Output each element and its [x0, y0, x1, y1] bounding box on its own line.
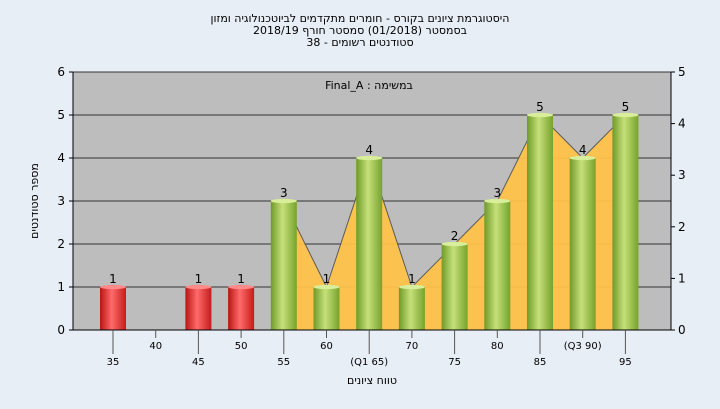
bar-top [441, 241, 468, 247]
y2-tick-label: 2 [678, 220, 686, 234]
y-tick-label: 1 [57, 280, 65, 294]
bar [441, 244, 468, 330]
bar-top [527, 112, 553, 118]
data-labels: 1 1 1 3 1 4 1 2 3 5 4 5 [109, 100, 629, 286]
bars [100, 112, 639, 330]
x-tick-label: (Q1 65) [350, 357, 388, 368]
bar-top [398, 284, 425, 290]
y-tick-label: 4 [57, 151, 65, 165]
data-label: 1 [237, 272, 245, 286]
data-label: 1 [323, 272, 331, 286]
bar [612, 115, 639, 330]
x-tick-label: 35 [107, 357, 120, 368]
y-tick-label: 3 [57, 194, 65, 208]
data-label: 5 [622, 100, 630, 114]
bar [100, 287, 126, 330]
bar-top [313, 284, 340, 290]
x-tick-label: 80 [491, 341, 504, 352]
bar-top [569, 155, 596, 161]
bar-top [100, 284, 126, 290]
x-tick-label: (Q3 90) [564, 341, 602, 352]
bar-top [228, 284, 255, 290]
y-tick-label: 5 [57, 108, 65, 122]
chart-title: היסטוגרמת ציונים בקורס - חומרים מתקדמים … [211, 12, 510, 49]
x-tick-label: 55 [277, 357, 290, 368]
y2-tick-label: 1 [678, 271, 686, 285]
bar-top [484, 198, 511, 204]
bar [484, 201, 511, 330]
x-tick-label: 60 [320, 341, 333, 352]
x-tick-label: 95 [619, 357, 632, 368]
y2-tick-label: 3 [678, 168, 686, 182]
bar [185, 287, 212, 330]
data-label: 2 [451, 229, 459, 243]
y-tick-label: 2 [57, 237, 65, 251]
y2-tick-label: 0 [678, 323, 686, 337]
x-tick-label: 50 [235, 341, 248, 352]
x-axis-label: טווח ציונים [347, 374, 397, 387]
bar [569, 158, 596, 330]
y2-tick-label: 5 [678, 65, 686, 79]
x-axis: 35 40 45 50 55 60 (Q1 65) 70 75 80 85 (Q3 90) 95 [73, 329, 671, 368]
y-axis: 0 1 2 3 4 5 6 [57, 65, 74, 337]
y2-tick-label: 4 [678, 117, 686, 131]
bar [228, 287, 255, 330]
bar [398, 287, 425, 330]
y-tick-label: 0 [57, 323, 65, 337]
y-axis-label: מספר סטודנטים [28, 163, 41, 239]
title-line-3: סטודנטים רשומים - 38 [306, 36, 413, 49]
legend-label: Final_A : במשימה [325, 79, 413, 92]
bar [270, 201, 297, 330]
bar [356, 158, 383, 330]
data-label: 3 [280, 186, 288, 200]
data-label: 1 [109, 272, 117, 286]
bar [527, 115, 553, 330]
data-label: 1 [195, 272, 203, 286]
data-label: 4 [579, 143, 587, 157]
x-tick-label: 45 [192, 357, 205, 368]
bar-top [612, 112, 639, 118]
title-line-2: בסמסטר (01/2018) סמסטר חורף 2018/19 [253, 24, 467, 37]
x-tick-label: 70 [406, 341, 419, 352]
x-tick-label: 40 [149, 341, 162, 352]
bar-top [270, 198, 297, 204]
title-line-1: היסטוגרמת ציונים בקורס - חומרים מתקדמים … [211, 12, 510, 25]
bar [313, 287, 340, 330]
bar-top [185, 284, 212, 290]
data-label: 3 [493, 186, 501, 200]
data-label: 1 [408, 272, 416, 286]
y-tick-label: 6 [57, 65, 65, 79]
x-tick-label: 85 [534, 357, 547, 368]
x-tick-label: 75 [448, 357, 461, 368]
y2-axis: 0 1 2 3 4 5 [670, 65, 686, 337]
data-label: 5 [536, 100, 544, 114]
bar-top [356, 155, 383, 161]
data-label: 4 [365, 143, 373, 157]
